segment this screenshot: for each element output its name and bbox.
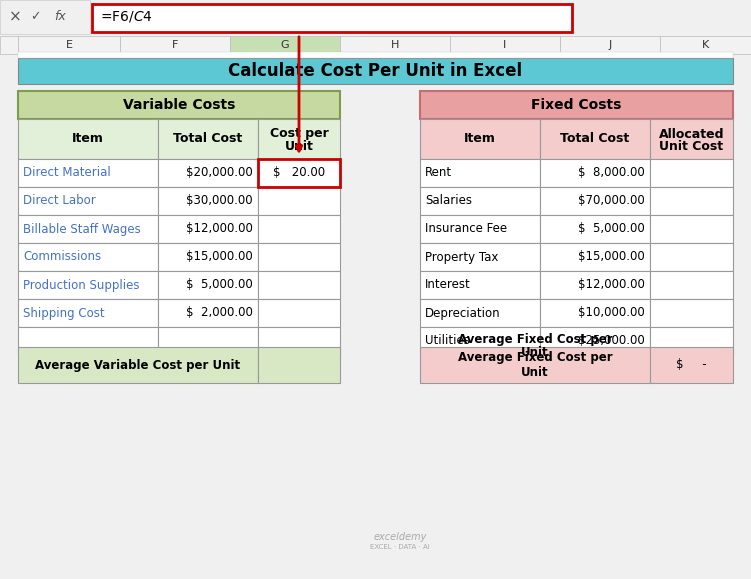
Text: $15,000.00: $15,000.00 [578,251,645,263]
Text: Average Variable Cost per Unit: Average Variable Cost per Unit [35,358,240,372]
FancyBboxPatch shape [258,271,340,299]
Text: Utilities: Utilities [425,335,470,347]
Text: Average Fixed Cost per
Unit: Average Fixed Cost per Unit [457,351,612,379]
FancyBboxPatch shape [18,58,733,84]
FancyBboxPatch shape [540,159,650,187]
FancyBboxPatch shape [258,159,340,187]
Text: fx: fx [54,10,66,24]
Text: Calculate Cost Per Unit in Excel: Calculate Cost Per Unit in Excel [228,62,523,80]
FancyBboxPatch shape [18,299,158,327]
FancyBboxPatch shape [258,215,340,243]
FancyBboxPatch shape [660,36,751,54]
FancyBboxPatch shape [18,187,158,215]
Text: Variable Costs: Variable Costs [123,98,235,112]
Text: $15,000.00: $15,000.00 [186,251,253,263]
FancyBboxPatch shape [650,159,733,187]
Text: $   20.00: $ 20.00 [273,167,325,179]
Text: =F6/$C$4: =F6/$C$4 [100,9,152,24]
Text: Unit: Unit [285,140,313,152]
FancyBboxPatch shape [540,119,650,159]
Text: $  5,000.00: $ 5,000.00 [578,222,645,236]
FancyBboxPatch shape [258,347,340,383]
Text: Shipping Cost: Shipping Cost [23,306,104,320]
Text: Unit: Unit [521,346,549,360]
Text: $25,000.00: $25,000.00 [578,335,645,347]
FancyBboxPatch shape [560,36,660,54]
Text: Commissions: Commissions [23,251,101,263]
FancyBboxPatch shape [420,243,540,271]
FancyBboxPatch shape [258,243,340,271]
FancyBboxPatch shape [92,4,572,32]
Text: Average Fixed Cost per: Average Fixed Cost per [457,332,612,346]
FancyBboxPatch shape [18,327,158,355]
Text: Total Cost: Total Cost [560,133,629,145]
Text: K: K [702,40,709,50]
FancyBboxPatch shape [158,215,258,243]
FancyBboxPatch shape [540,215,650,243]
FancyBboxPatch shape [650,187,733,215]
Text: E: E [65,40,73,50]
FancyBboxPatch shape [18,215,158,243]
FancyBboxPatch shape [258,119,340,159]
Text: exceldemy: exceldemy [373,532,427,542]
FancyBboxPatch shape [450,36,560,54]
FancyBboxPatch shape [158,119,258,159]
FancyBboxPatch shape [540,327,650,355]
FancyBboxPatch shape [258,187,340,215]
Text: Item: Item [464,133,496,145]
Text: $  2,000.00: $ 2,000.00 [186,306,253,320]
Text: Unit Cost: Unit Cost [659,140,723,152]
Text: Depreciation: Depreciation [425,306,501,320]
Text: $10,000.00: $10,000.00 [578,306,645,320]
Text: G: G [281,40,289,50]
FancyBboxPatch shape [540,271,650,299]
Text: $  5,000.00: $ 5,000.00 [186,278,253,291]
FancyBboxPatch shape [18,271,158,299]
FancyBboxPatch shape [340,36,450,54]
FancyBboxPatch shape [258,299,340,327]
Text: Fixed Costs: Fixed Costs [531,98,622,112]
Text: Direct Material: Direct Material [23,167,110,179]
FancyBboxPatch shape [18,159,158,187]
Text: $12,000.00: $12,000.00 [186,222,253,236]
FancyBboxPatch shape [158,327,258,355]
FancyBboxPatch shape [158,243,258,271]
FancyBboxPatch shape [650,215,733,243]
FancyBboxPatch shape [540,243,650,271]
FancyBboxPatch shape [420,119,540,159]
Text: Property Tax: Property Tax [425,251,499,263]
FancyBboxPatch shape [540,299,650,327]
FancyBboxPatch shape [650,327,733,355]
FancyBboxPatch shape [18,36,120,54]
Text: Production Supplies: Production Supplies [23,278,140,291]
Text: Insurance Fee: Insurance Fee [425,222,507,236]
FancyBboxPatch shape [420,271,540,299]
FancyBboxPatch shape [18,347,258,383]
Text: Salaries: Salaries [425,195,472,207]
FancyBboxPatch shape [258,327,340,355]
FancyBboxPatch shape [0,0,90,34]
Text: Total Cost: Total Cost [173,133,243,145]
FancyBboxPatch shape [18,119,158,159]
FancyBboxPatch shape [540,187,650,215]
FancyBboxPatch shape [0,0,751,34]
FancyBboxPatch shape [230,36,340,54]
Text: Direct Labor: Direct Labor [23,195,95,207]
FancyBboxPatch shape [420,159,540,187]
Text: ×: × [8,9,21,24]
FancyBboxPatch shape [420,299,540,327]
Text: Billable Staff Wages: Billable Staff Wages [23,222,140,236]
FancyBboxPatch shape [158,299,258,327]
FancyBboxPatch shape [158,271,258,299]
FancyBboxPatch shape [420,347,650,383]
FancyBboxPatch shape [158,187,258,215]
Text: Rent: Rent [425,167,452,179]
FancyBboxPatch shape [650,347,733,383]
FancyBboxPatch shape [650,243,733,271]
Text: EXCEL · DATA · AI: EXCEL · DATA · AI [370,544,430,550]
FancyBboxPatch shape [420,187,540,215]
FancyBboxPatch shape [18,91,340,119]
Text: H: H [391,40,400,50]
FancyBboxPatch shape [420,91,733,119]
